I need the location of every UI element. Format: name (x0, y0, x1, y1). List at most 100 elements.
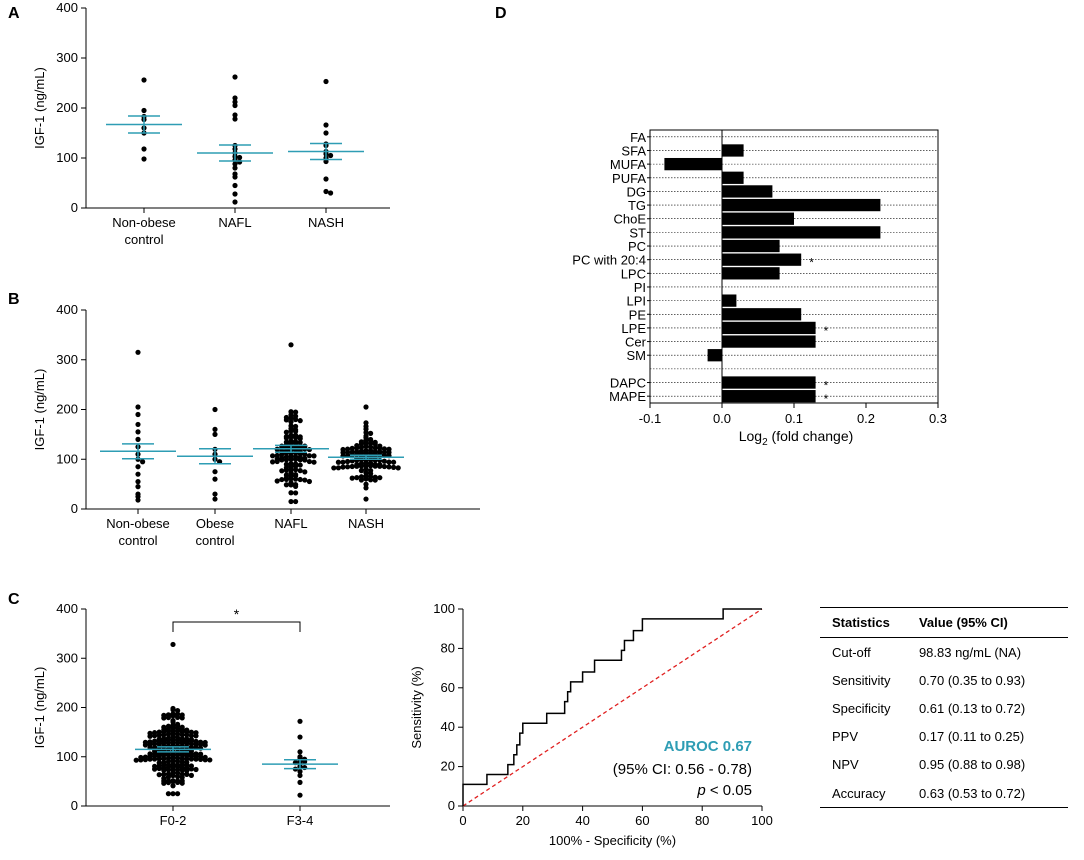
b-data-point (372, 463, 378, 469)
b-data-point (288, 415, 294, 421)
d-bar (722, 212, 794, 225)
b-data-point (368, 430, 374, 436)
b-data-point (135, 497, 141, 503)
b-data-point (135, 484, 141, 490)
a-data-point (141, 107, 147, 114)
a-category-label: Non-obese (112, 215, 176, 230)
d-bar (664, 157, 722, 171)
a-category-label: NAFL (218, 215, 251, 230)
b-data-point (311, 453, 317, 459)
stat-name: Sensitivity (832, 672, 891, 688)
d-row-label: LPC (621, 266, 646, 281)
c-data-point (161, 780, 167, 786)
c-y-tick-label: 100 (56, 749, 78, 764)
c-y-tick-label: 0 (71, 798, 78, 813)
roc-y-tick-label: 80 (441, 640, 455, 655)
a-data-point (232, 112, 238, 118)
b-y-tick-label: 100 (56, 451, 78, 466)
b-data-point (368, 440, 374, 447)
c-data-point (188, 756, 194, 762)
b-data-point (293, 467, 299, 473)
d-row-label: MUFA (610, 157, 646, 172)
roc-y-tick-label: 40 (441, 719, 455, 734)
b-data-point (386, 459, 392, 465)
b-data-point (297, 462, 303, 468)
c-data-point (147, 756, 153, 762)
a-data-point (232, 199, 238, 205)
b-data-point (212, 469, 218, 475)
roc-x-tick-label: 20 (516, 813, 530, 828)
b-y-axis-label: IGF-1 (ng/mL) (32, 369, 47, 451)
b-data-point (293, 435, 299, 441)
roc-reference-line (462, 608, 763, 807)
c-data-point (193, 766, 199, 773)
d-row-label: FA (630, 130, 646, 145)
d-plot-frame (649, 129, 939, 404)
b-data-point (372, 445, 378, 451)
b-data-point (293, 428, 299, 434)
c-y-tick-label: 300 (56, 650, 78, 665)
stat-value: 0.95 (0.88 to 0.98) (918, 757, 1026, 773)
b-data-point (283, 435, 289, 441)
b-data-point (288, 428, 294, 434)
b-data-point (395, 465, 401, 471)
b-data-point (377, 475, 383, 481)
b-data-point (135, 479, 141, 485)
d-bar (722, 253, 802, 266)
table-row: Specificity 0.61 (0.13 to 0.72) (820, 694, 1068, 722)
d-row-label: PC with 20:4 (572, 253, 646, 268)
a-data-point (323, 122, 329, 128)
c-data-point (170, 779, 176, 785)
c-data-point (170, 641, 176, 648)
b-data-point (135, 404, 141, 410)
b-data-point (377, 445, 383, 451)
c-data-point (161, 767, 167, 773)
c-data-point (165, 731, 171, 737)
c-data-point (297, 718, 303, 724)
b-data-point (293, 456, 299, 462)
header-statistics: Statistics (820, 607, 919, 638)
b-data-point (331, 465, 337, 471)
c-data-point (207, 757, 213, 763)
b-data-point (212, 406, 218, 413)
p-value-symbol: p (696, 782, 705, 799)
scatter-plot-a: 0 100 200 300 400 IGF-1 (ng/mL) Non-obese contr… (32, 0, 390, 247)
c-data-point (297, 749, 303, 755)
d-bar (722, 267, 780, 280)
b-data-point (293, 476, 299, 482)
b-data-point (377, 463, 383, 469)
b-data-point (288, 490, 294, 496)
c-data-point (193, 733, 199, 739)
b-data-point (288, 482, 294, 488)
d-row-label: PUFA (612, 171, 646, 186)
d-bar (707, 349, 722, 362)
b-data-point (335, 465, 341, 471)
b-data-point (302, 477, 308, 483)
d-bar (722, 185, 773, 198)
d-x-axis-label-log: Log (739, 428, 762, 444)
b-data-point (293, 483, 299, 489)
d-x-tick-label: 0.3 (929, 411, 947, 426)
b-data-point (345, 464, 351, 470)
roc-curve (462, 608, 762, 806)
stat-name: Accuracy (820, 778, 919, 809)
b-data-point (135, 436, 141, 442)
c-data-point (156, 732, 162, 738)
d-row-label: LPI (626, 294, 646, 309)
b-data-point (135, 464, 141, 470)
d-bar (722, 376, 816, 389)
d-x-tick-label: 0.1 (785, 411, 803, 426)
b-data-point (349, 463, 355, 470)
c-data-point (175, 773, 181, 780)
d-row-label: DAPC (610, 376, 646, 391)
a-data-point (237, 159, 243, 165)
d-bar (722, 198, 881, 212)
b-data-point (391, 459, 397, 465)
d-x-tick-label: 0.2 (857, 411, 875, 426)
b-data-point (135, 429, 141, 435)
b-data-point (270, 453, 276, 459)
b-y-tick-label: 0 (71, 501, 78, 516)
c-data-point (297, 734, 303, 740)
scatter-plot-b: 0 100 200 300 400 IGF-1 (ng/mL) Non-obese contr… (32, 302, 480, 548)
b-data-point (363, 485, 369, 491)
